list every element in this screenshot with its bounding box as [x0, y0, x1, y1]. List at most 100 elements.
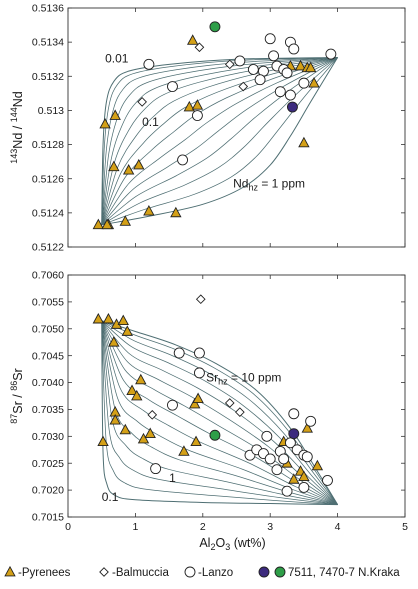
nd-y-axis-label: 143Nd / 144Nd	[9, 91, 25, 163]
sr-point-circle	[193, 367, 205, 379]
nd-point-triangle	[133, 158, 145, 170]
sr-point-diamond	[195, 294, 206, 305]
nd-point-triangle	[298, 136, 310, 148]
sr-point-triangle	[288, 473, 300, 484]
sr-point-circle	[301, 451, 313, 463]
nd-annotation-a01: 0.1	[142, 115, 159, 129]
sr-x-tick-label: 1	[132, 521, 138, 533]
sr-x-tick-label: 4	[335, 521, 341, 533]
nd-point-circle	[286, 101, 298, 113]
nd-point-triangle	[108, 160, 120, 172]
nd-point-triangle	[101, 218, 113, 230]
nd-point-circle	[298, 77, 310, 89]
sr-annotation-bhz: Srhz = 10 ppm	[206, 370, 281, 386]
legend-label: 7511, 7470-7 N.Kraka	[288, 567, 400, 579]
sr-mixing-curve	[101, 320, 338, 505]
legend: -Pyrenees -Balmuccia -Lanzo 7511, 7470-7 N.…	[4, 565, 400, 579]
sr-y-tick-label: 0.7040	[32, 377, 64, 389]
legend-marker-diamond	[99, 567, 109, 577]
sr-point-diamond	[147, 409, 158, 420]
legend-label: -Balmuccia	[112, 567, 169, 579]
sr-mixing-curve	[101, 320, 338, 506]
sr-mixing-curve	[101, 320, 338, 506]
sr-point-circle	[261, 430, 273, 442]
sr-point-circle	[150, 463, 162, 475]
sr-annotation-b1: 1	[169, 471, 176, 485]
sr-y-tick-label: 0.7060	[32, 270, 64, 282]
nd-plot-frame	[67, 7, 406, 248]
nd-point-triangle	[308, 76, 320, 88]
nd-point-triangle	[109, 109, 121, 120]
nd-point-circle	[274, 86, 286, 98]
sr-point-diamond	[224, 398, 235, 408]
nd-point-triangle	[92, 218, 105, 230]
sr-point-circle	[288, 408, 300, 420]
nd-point-circle	[325, 48, 337, 60]
legend-marker-circle	[258, 566, 270, 578]
sr-point-diamond	[235, 407, 245, 417]
nd-point-circle	[284, 89, 296, 101]
nd-point-circle	[234, 55, 246, 67]
nd-point-circle	[191, 110, 203, 122]
nd-point-circle	[268, 50, 280, 62]
legend-label: -Pyrenees	[18, 567, 71, 579]
sr-mixing-curve	[101, 320, 338, 505]
nd-point-triangle	[143, 205, 155, 216]
sr-y-tick-label: 0.7035	[32, 404, 64, 416]
nd-mixing-curve	[101, 57, 338, 226]
nd-point-triangle	[170, 206, 182, 218]
sr-point-triangle	[298, 470, 310, 482]
sr-x-tick-label: 5	[402, 521, 408, 533]
legend-label: -Lanzo	[198, 567, 233, 579]
sr-point-circle	[298, 481, 310, 493]
sr-point-triangle	[121, 325, 134, 336]
sr-point-circle	[281, 485, 293, 497]
nd-point-circle	[281, 67, 293, 79]
nd-isotope-panel: 0.5122 0.5124 0.5126 0.5128 0.513 0.5132 0.513…	[9, 3, 406, 254]
nd-point-diamond	[194, 42, 205, 53]
nd-series-n-kraka-7470-7	[286, 101, 298, 113]
sr-point-triangle	[97, 435, 109, 447]
nd-y-tick-label: 0.513	[38, 105, 64, 117]
sr-point-triangle	[92, 312, 105, 324]
nd-point-diamond	[137, 97, 147, 107]
nd-point-circle	[254, 74, 266, 86]
sr-point-triangle	[190, 435, 202, 447]
nd-point-triangle	[122, 164, 135, 175]
nd-series-lanzo	[143, 33, 337, 166]
nd-y-tick-label: 0.5124	[32, 207, 64, 219]
nd-point-triangle	[294, 59, 307, 71]
sr-point-circle	[278, 453, 290, 465]
nd-point-circle	[288, 43, 300, 55]
nd-point-triangle	[304, 61, 317, 73]
sr-y-tick-label: 0.7025	[32, 458, 64, 470]
sr-y-tick-label: 0.7020	[32, 485, 64, 497]
nd-mixing-curve	[101, 57, 338, 225]
sr-point-triangle	[301, 422, 313, 433]
nd-point-triangle	[99, 117, 111, 129]
nd-point-diamond	[238, 81, 249, 92]
sr-y-axis-label: 87Sr / 86Sr	[9, 368, 25, 423]
sr-point-circle	[167, 399, 178, 411]
sr-isotope-panel: 0.7015 0.7020 0.7025 0.7030 0.7035 0.7040 0.70…	[9, 270, 408, 552]
sr-plot-frame	[67, 274, 406, 518]
nd-y-tick-label: 0.5126	[32, 173, 64, 185]
sr-y-tick-label: 0.7050	[32, 323, 64, 335]
nd-point-triangle	[183, 100, 196, 112]
sr-series-balmuccia	[147, 294, 245, 420]
sr-x-tick-label: 2	[200, 521, 206, 533]
sr-point-triangle	[137, 432, 150, 444]
nd-y-tick-label: 0.5122	[32, 242, 64, 254]
sr-point-triangle	[311, 459, 324, 471]
sr-point-triangle	[108, 336, 120, 347]
sr-point-triangle	[102, 312, 115, 324]
nd-point-circle	[247, 64, 259, 75]
legend-marker-circle	[184, 566, 196, 578]
nd-point-circle	[209, 21, 221, 33]
nd-y-tick-label: 0.5134	[32, 37, 64, 49]
sr-series-pyrenees	[92, 312, 324, 484]
sr-point-triangle	[135, 373, 147, 385]
nd-series-pyrenees	[92, 34, 320, 230]
nd-point-diamond	[224, 59, 235, 70]
sr-y-tick-label: 0.7015	[32, 512, 64, 524]
